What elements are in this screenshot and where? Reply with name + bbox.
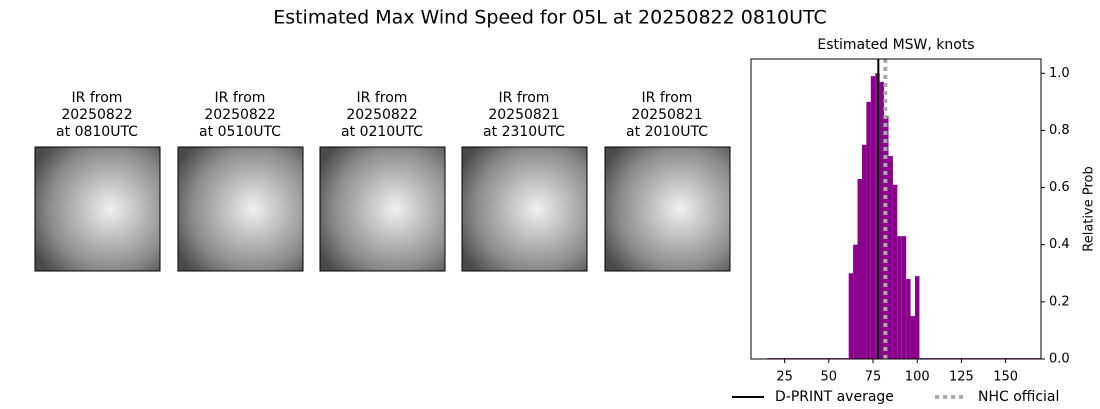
- panel-caption: at 0510UTC: [199, 124, 281, 140]
- panel-caption: at 2310UTC: [483, 124, 565, 140]
- y-tick-label: 1.0: [1049, 66, 1070, 81]
- panel-caption: IR from: [357, 90, 408, 106]
- y-tick-label: 0.0: [1049, 352, 1070, 367]
- panel-caption: at 0810UTC: [56, 124, 138, 140]
- panel-caption: IR from: [72, 90, 123, 106]
- legend-label: NHC official: [978, 389, 1059, 405]
- panel-caption: at 0210UTC: [341, 124, 423, 140]
- x-tick-label: 50: [821, 370, 838, 385]
- panel-caption: 20250822: [204, 107, 275, 123]
- satellite-image: [34, 146, 161, 272]
- bar: [866, 101, 871, 359]
- satellite-image: [319, 146, 446, 272]
- bar: [897, 236, 902, 359]
- figure-title: Estimated Max Wind Speed for 05L at 2025…: [273, 7, 827, 29]
- panel-caption: 20250822: [61, 107, 132, 123]
- y-axis-label: Relative Prob: [1082, 166, 1097, 251]
- bar: [910, 316, 916, 359]
- x-tick-label: 100: [905, 370, 930, 385]
- panel-caption: 20250821: [488, 107, 559, 123]
- bar: [879, 81, 885, 359]
- panel-caption: IR from: [642, 90, 693, 106]
- x-tick-label: 125: [949, 370, 974, 385]
- satellite-image: [461, 146, 588, 272]
- bar: [888, 156, 893, 359]
- x-tick-label: 75: [865, 370, 882, 385]
- panel-caption: at 2010UTC: [626, 124, 708, 140]
- y-tick-label: 0.4: [1049, 237, 1070, 252]
- y-tick-label: 0.8: [1049, 123, 1070, 138]
- legend-label: D-PRINT average: [775, 389, 894, 405]
- bar: [861, 144, 867, 359]
- panel-caption: IR from: [215, 90, 266, 106]
- x-tick-label: 150: [993, 370, 1018, 385]
- y-tick-label: 0.2: [1049, 294, 1070, 309]
- bar: [857, 179, 862, 359]
- bar: [848, 273, 854, 359]
- bar: [915, 276, 920, 359]
- x-tick-label: 25: [776, 370, 793, 385]
- bar: [870, 76, 876, 360]
- bar: [906, 279, 911, 359]
- bar: [892, 184, 898, 359]
- satellite-image: [177, 146, 304, 272]
- bar: [901, 236, 907, 359]
- satellite-image: [604, 146, 731, 272]
- panel-caption: 20250821: [631, 107, 702, 123]
- y-tick-label: 0.6: [1049, 180, 1070, 195]
- chart-title: Estimated MSW, knots: [817, 37, 974, 53]
- plot-frame: [750, 58, 1042, 360]
- bar: [853, 244, 858, 359]
- panel-caption: IR from: [499, 90, 550, 106]
- panel-caption: 20250822: [346, 107, 417, 123]
